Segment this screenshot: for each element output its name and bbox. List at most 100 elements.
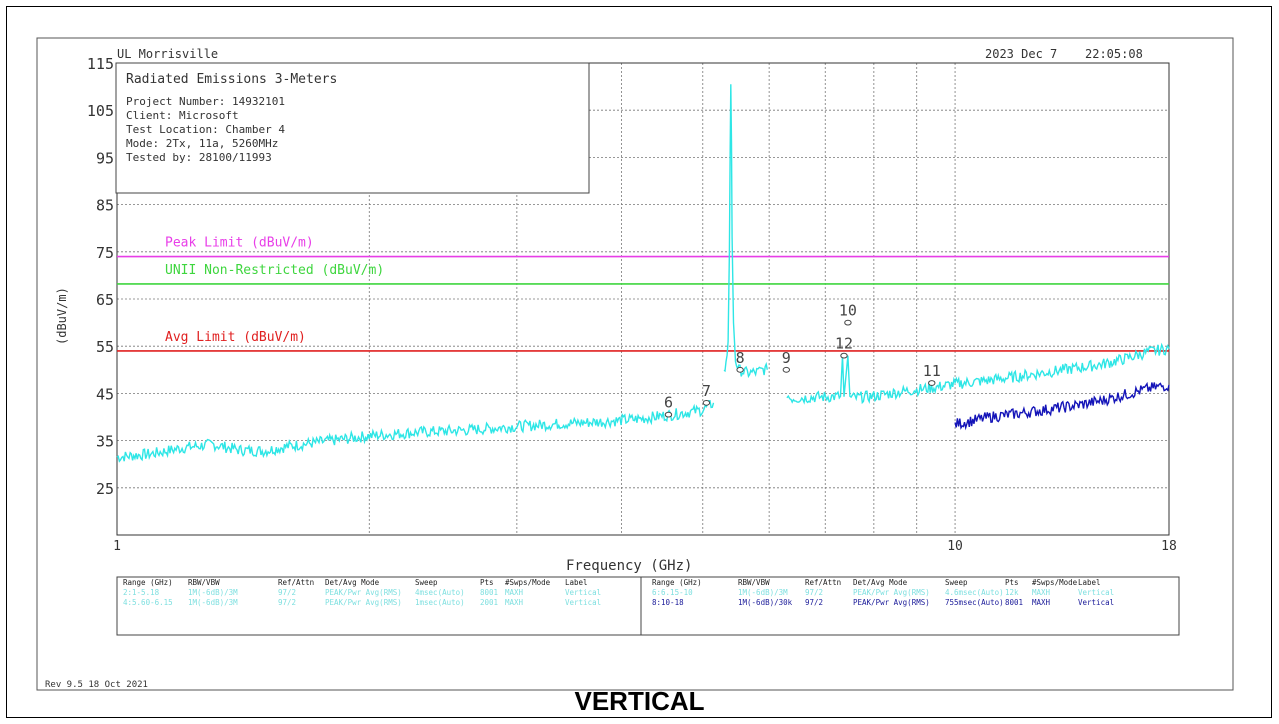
peak-trace — [116, 400, 715, 463]
trace-series — [116, 84, 1170, 463]
table-header-cell: Ref/Attn — [278, 578, 314, 587]
table-cell: 1M(-6dB)/30k — [738, 598, 793, 607]
marker-labels: 6 7 8 9 10 12 11 — [664, 302, 941, 418]
table-header-cell: Det/Avg Mode — [853, 578, 908, 587]
marker-label: 11 — [923, 362, 941, 380]
y-tick-label: 25 — [96, 480, 114, 498]
y-tick-label: 65 — [96, 291, 114, 309]
table-header-cell: Label — [565, 578, 588, 587]
info-line: Mode: 2Tx, 11a, 5260MHz — [126, 137, 278, 150]
limit-label: UNII Non-Restricted (dBuV/m) — [165, 263, 384, 278]
marker-dot — [844, 319, 852, 326]
info-line: Test Location: Chamber 4 — [126, 123, 285, 136]
marker-label: 7 — [702, 382, 711, 400]
table-cell: 4.6msec(Auto) — [945, 588, 1004, 597]
limit-label: Avg Limit (dBuV/m) — [165, 330, 306, 345]
table-cell: PEAK/Pwr Avg(RMS) — [853, 598, 930, 607]
table-header-cell: Det/Avg Mode — [325, 578, 380, 587]
limit-label: Peak Limit (dBuV/m) — [165, 236, 314, 251]
table-cell: 4msec(Auto) — [415, 588, 465, 597]
table-cell: 8001 — [1005, 598, 1023, 607]
marker-dot — [702, 399, 711, 406]
settings-table — [116, 576, 1180, 636]
table-header-cell: #Swps/Mode — [505, 578, 551, 587]
header-site: UL Morrisville — [117, 47, 218, 61]
table-cell: 755msec(Auto) — [945, 598, 1004, 607]
table-cell: 97/2 — [805, 588, 823, 597]
table-cell: 97/2 — [805, 598, 823, 607]
info-title: Radiated Emissions 3-Meters — [126, 72, 337, 87]
peak-trace — [786, 342, 1170, 405]
marker-dot — [928, 380, 936, 386]
y-tick-label: 55 — [96, 338, 114, 356]
table-cell: MAXH — [505, 588, 524, 597]
marker-dot — [664, 411, 673, 418]
marker-label: 10 — [839, 302, 857, 320]
table-cell: PEAK/Pwr Avg(RMS) — [325, 598, 402, 607]
page-frame — [6, 6, 1272, 718]
table-cell: 1M(-6dB)/3M — [188, 598, 238, 607]
marker-dot — [736, 366, 744, 373]
revision-label: Rev 9.5 18 Oct 2021 — [45, 680, 148, 690]
table-header-cell: RBW/VBW — [738, 578, 770, 587]
grid — [116, 62, 1170, 536]
header-date: 2023 Dec 7 — [985, 47, 1057, 61]
table-header-cell: Sweep — [945, 578, 968, 587]
marker-label: 12 — [835, 335, 853, 353]
info-line: Tested by: 28100/11993 — [126, 151, 272, 164]
header-time: 22:05:08 — [1085, 47, 1143, 61]
marker-label: 6 — [664, 394, 673, 412]
table-cell: 1M(-6dB)/3M — [738, 588, 788, 597]
table-header-cell: Range (GHz) — [652, 578, 702, 587]
table-cell: 8:10-18 — [652, 598, 684, 607]
x-axis-label: Frequency (GHz) — [566, 558, 692, 574]
table-cell: MAXH — [1032, 598, 1051, 607]
table-cell: 2:1-5.18 — [123, 588, 160, 597]
table-cell: 12k — [1005, 588, 1019, 597]
info-box — [115, 62, 590, 194]
y-tick-label: 85 — [96, 197, 114, 215]
table-header-cell: Label — [1078, 578, 1101, 587]
limit-lines: Peak Limit (dBuV/m) UNII Non-Restricted (… — [117, 236, 1169, 352]
average-trace — [954, 381, 1170, 431]
settings-rows: Range (GHz) RBW/VBW Ref/Attn Det/Avg Mode Sw… — [123, 578, 1114, 607]
marker-dot — [782, 366, 791, 373]
table-cell: 1msec(Auto) — [415, 598, 465, 607]
marker-label: 9 — [782, 349, 791, 367]
x-tick-label: 10 — [947, 539, 963, 554]
caption: VERTICAL — [574, 686, 705, 716]
table-cell: Vertical — [1078, 588, 1114, 597]
plot-frame — [36, 37, 1234, 691]
y-tick-label: 45 — [96, 385, 114, 403]
table-header-cell: #Swps/Mode — [1032, 578, 1078, 587]
marker-dot — [840, 352, 848, 359]
x-tick-label: 18 — [1161, 539, 1177, 554]
table-cell: PEAK/Pwr Avg(RMS) — [325, 588, 402, 597]
table-header-cell: RBW/VBW — [188, 578, 220, 587]
y-tick-label: 75 — [96, 244, 114, 262]
y-tick-label: 95 — [96, 149, 114, 167]
table-cell: MAXH — [505, 598, 524, 607]
table-cell: Vertical — [565, 598, 601, 607]
y-axis-label: (dBuV/m) — [55, 287, 69, 345]
y-tick-label: 115 — [87, 55, 114, 73]
table-cell: 97/2 — [278, 598, 296, 607]
table-header-cell: Pts — [1005, 578, 1019, 587]
x-tick-label: 1 — [113, 539, 121, 554]
table-cell: 4:5.60-6.15 — [123, 598, 173, 607]
y-tick-label: 35 — [96, 433, 114, 451]
table-cell: 6:6.15-10 — [652, 588, 693, 597]
table-cell: 2001 — [480, 598, 498, 607]
table-header-cell: Sweep — [415, 578, 438, 587]
y-axis-ticks: 25 35 45 55 65 75 85 95 105 115 — [87, 55, 114, 498]
x-axis-ticks: 1 10 18 — [113, 539, 1177, 554]
plot-area-border — [116, 62, 1170, 536]
table-cell: 8001 — [480, 588, 498, 597]
table-cell: 1M(-6dB)/3M — [188, 588, 238, 597]
info-line: Project Number: 14932101 — [126, 95, 285, 108]
table-cell: MAXH — [1032, 588, 1051, 597]
table-header-cell: Range (GHz) — [123, 578, 173, 587]
table-cell: Vertical — [1078, 598, 1114, 607]
marker-label: 8 — [736, 349, 745, 367]
table-cell: Vertical — [565, 588, 601, 597]
